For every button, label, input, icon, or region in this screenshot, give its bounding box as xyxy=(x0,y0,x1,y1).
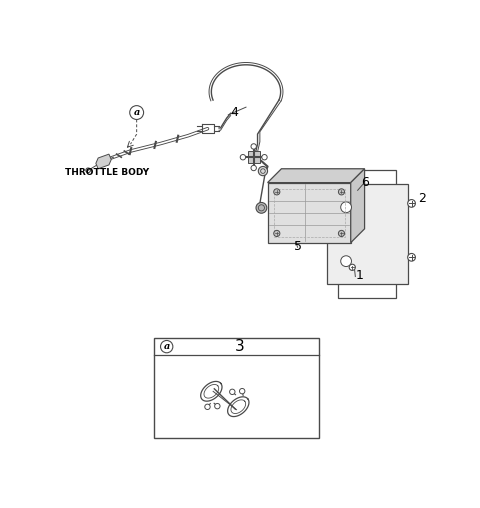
Text: 3: 3 xyxy=(235,339,245,354)
Polygon shape xyxy=(96,154,111,169)
Circle shape xyxy=(160,340,173,353)
Text: a: a xyxy=(164,342,170,351)
Circle shape xyxy=(251,144,256,149)
Bar xyxy=(154,338,319,438)
Circle shape xyxy=(338,189,345,195)
Circle shape xyxy=(408,200,415,207)
Circle shape xyxy=(262,154,267,160)
Bar xyxy=(274,189,345,237)
Circle shape xyxy=(341,256,351,267)
Text: 2: 2 xyxy=(418,192,426,205)
Polygon shape xyxy=(351,169,365,243)
Text: 6: 6 xyxy=(361,176,370,189)
Circle shape xyxy=(229,389,235,395)
Text: 1: 1 xyxy=(355,269,363,282)
Circle shape xyxy=(338,230,345,237)
Circle shape xyxy=(205,404,210,409)
Circle shape xyxy=(341,202,351,213)
Circle shape xyxy=(130,106,144,119)
Circle shape xyxy=(256,203,267,213)
Circle shape xyxy=(274,230,280,237)
Circle shape xyxy=(349,264,355,270)
Bar xyxy=(248,151,260,164)
Text: 4: 4 xyxy=(230,106,239,119)
Circle shape xyxy=(240,389,245,394)
Polygon shape xyxy=(267,182,351,243)
Circle shape xyxy=(258,167,267,176)
Polygon shape xyxy=(327,184,408,284)
Polygon shape xyxy=(267,169,365,182)
Circle shape xyxy=(240,154,246,160)
Text: THROTTLE BODY: THROTTLE BODY xyxy=(65,168,149,177)
Circle shape xyxy=(408,253,415,261)
Text: 5: 5 xyxy=(294,240,302,252)
Circle shape xyxy=(251,165,256,171)
Circle shape xyxy=(274,189,280,195)
Circle shape xyxy=(215,403,220,409)
Text: a: a xyxy=(133,108,140,117)
